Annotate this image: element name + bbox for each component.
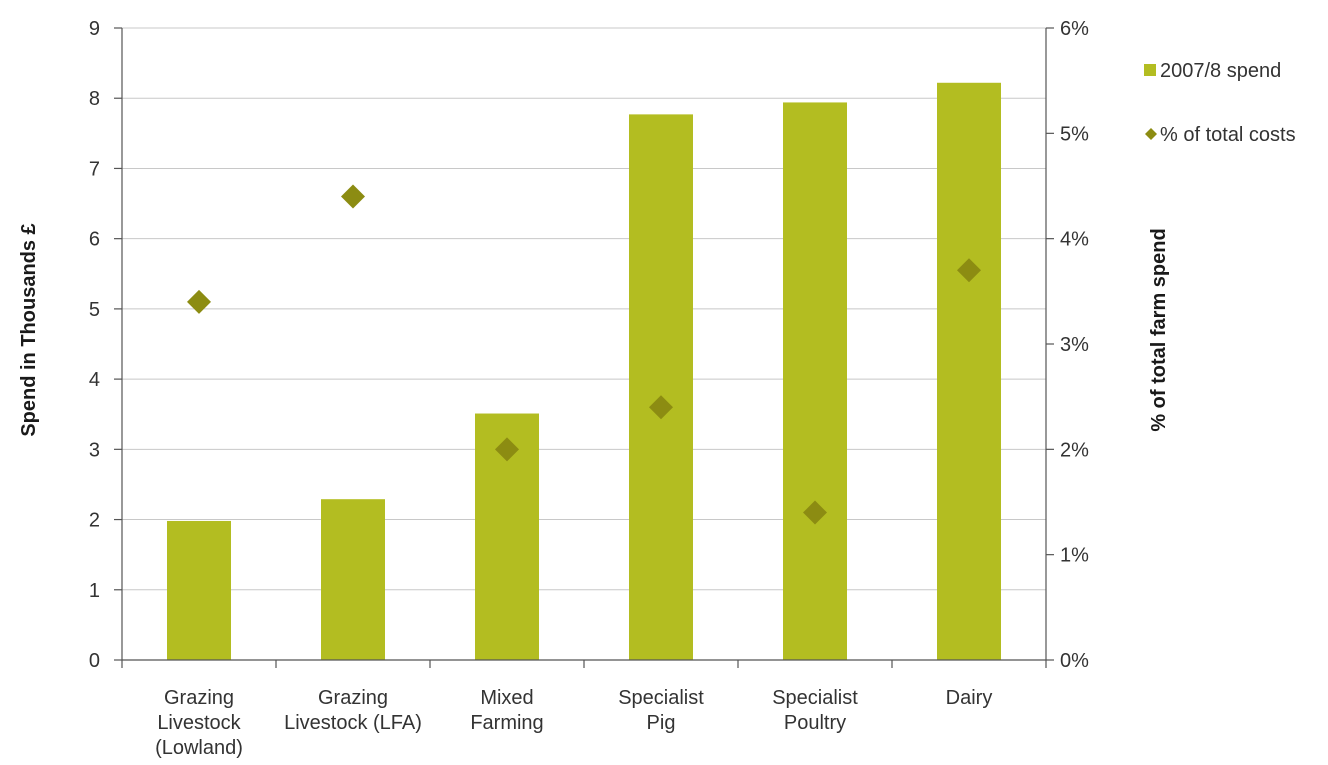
x-category-label: Dairy [946,687,993,709]
marker-series [187,184,981,525]
legend: 2007/8 spend % of total costs [1144,60,1296,146]
y-tick-label: 2 [89,510,100,532]
bar [937,82,1001,661]
y2-tick-label: 0% [1060,650,1089,672]
y2-axis-title: % of total farm spend [1148,228,1170,431]
y-tick-label: 4 [89,369,100,391]
y-tick-label: 0 [89,650,100,672]
y2-tick-label: 2% [1060,439,1089,461]
x-category-label: Grazing Livestock (LFA) [284,687,422,734]
marker-point [341,184,365,209]
legend-bar-label: 2007/8 spend [1160,60,1281,82]
bar-series [167,82,1001,661]
y-tick-label: 3 [89,439,100,461]
y2-tick-label: 4% [1060,229,1089,251]
y2-tick-label: 6% [1060,18,1089,40]
marker-point [495,437,519,462]
y2-tick-label: 1% [1060,545,1089,567]
y-tick-label: 1 [89,580,100,602]
y2-tick-label: 5% [1060,123,1089,145]
x-category-label: Specialist Poultry [772,687,858,734]
bar [167,520,231,660]
legend-marker-swatch [1145,128,1157,140]
bar [783,102,847,661]
axes: 0 1 2 3 4 5 6 7 8 9 0% 1% 2% 3% 4% 5% 6% Grazing Livestock… [89,18,1089,759]
x-category-label: Mixed Farming [470,687,543,734]
marker-point [649,395,673,420]
marker-point [957,258,981,283]
y-axis-title: Spend in Thousands £ [18,223,40,436]
y-tick-label: 8 [89,88,100,110]
y-tick-label: 7 [89,158,100,180]
y-tick-label: 9 [89,18,100,40]
bar [321,499,385,660]
bar [629,114,693,660]
x-category-label: Grazing Livestock (Lowland) [155,687,243,759]
grid-lines [122,27,1046,591]
legend-bar-swatch [1144,64,1156,76]
y-tick-label: 5 [89,299,100,321]
legend-marker-label: % of total costs [1160,124,1296,146]
marker-point [803,500,827,525]
x-category-label: Specialist Pig [618,687,704,734]
y-tick-label: 6 [89,229,100,251]
marker-point [187,289,211,314]
y2-tick-label: 3% [1060,334,1089,356]
